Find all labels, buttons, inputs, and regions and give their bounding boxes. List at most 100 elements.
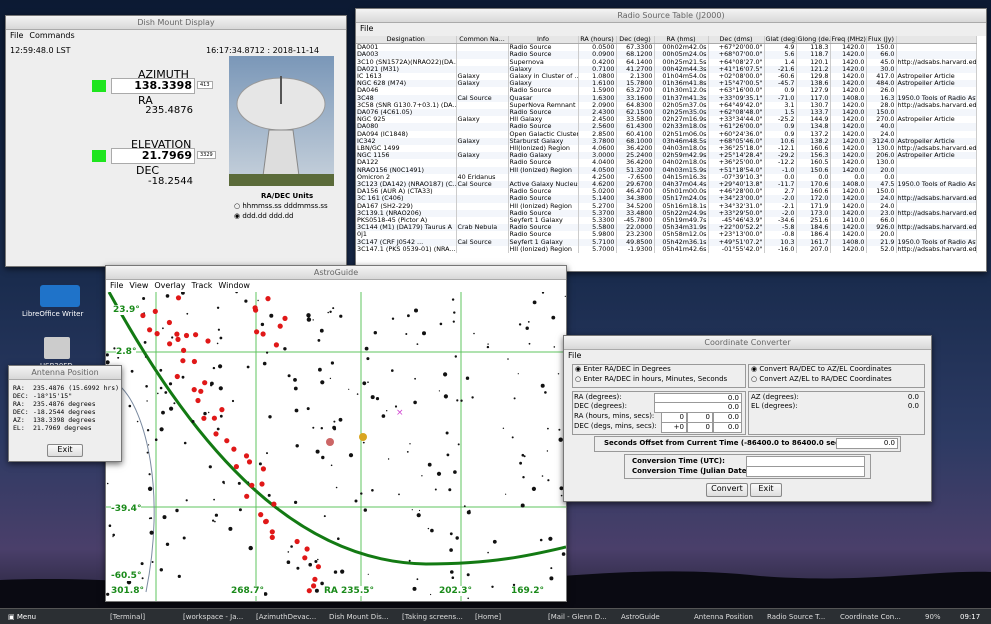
option-label[interactable]: Enter RA/DEC in hours, Minutes, Seconds [583,375,728,383]
column-header[interactable]: Flux (Jy) [866,36,897,45]
degs-field[interactable]: +0 [661,422,687,433]
task-button[interactable]: Radio Source T... [767,613,826,621]
option-label[interactable]: Convert RA/DEC to AZ/EL Coordinates [759,365,892,373]
table-row[interactable]: 3C48 Cal Source Quasar 1.6300 33.1600 01h37m4… [356,94,977,102]
option-label[interactable]: hhmmss.ss dddmmss.ss [242,202,328,210]
column-header[interactable]: Glat (deg) [764,36,797,45]
table-row[interactable]: 3C144 (M1) (DA179) Taurus A Crab Nebula Ra… [356,224,977,232]
table-row[interactable]: DA001 Radio Source 0.0500 67.3300 00h02m42.0… [356,43,977,52]
cell: Quasar [508,94,579,102]
table-row[interactable]: DA076 (4C61.05) Radio Source 2.4300 62.1500… [356,109,977,117]
table-row[interactable]: 3C139.1 (NRAO206) Radio Source 5.3700 33.48… [356,209,977,218]
column-header[interactable]: RA (hours) [578,36,617,45]
star [248,545,253,551]
table-row[interactable]: 3C 161 (C406) Radio Source 5.1400 34.3800 05… [356,195,977,203]
task-button[interactable]: Dish Mount Dis... [329,613,389,621]
convert-button[interactable]: Convert [706,483,748,497]
table-row[interactable]: NGC 1156 Galaxy Radio Galaxy 3.0000 25.2400 0… [356,152,977,160]
star [191,420,195,423]
option-label[interactable]: Convert AZ/EL to RA/DEC Coordinates [759,375,892,383]
task-button[interactable]: Antenna Position [694,613,753,621]
table-row[interactable]: 3C58 (SNR G130.7+03.1) (DA... SuperNova R… [356,101,977,110]
task-button[interactable]: [AzimuthDevac... [256,613,317,621]
menu-bar: File Commands [6,30,346,43]
cell: 127.9 [796,87,831,95]
task-button[interactable]: [workspace - Ja... [183,613,244,621]
menu[interactable]: View [129,281,149,290]
table-row[interactable]: IC342 Galaxy Starburst Galaxy 3.7800 68.1000… [356,137,977,146]
table-row[interactable]: 3C10 (SN1572A)(NRAO22)(DA... Supernova 0.4… [356,58,977,66]
offset-field[interactable]: 0.0 [836,438,898,449]
menu[interactable]: File [360,24,374,33]
usb-icon[interactable] [44,337,70,359]
star [314,588,319,593]
secs-field[interactable]: 0.0 [713,422,742,433]
exit-button[interactable]: Exit [750,483,782,497]
column-header[interactable]: Glong (de... [796,36,831,45]
radio-option[interactable]: ○ hhmmss.ss dddmmss.ss [234,202,328,210]
table-row[interactable]: DA003 Radio Source 0.0900 68.1200 00h05m24.0… [356,51,977,59]
option-label[interactable]: ddd.dd ddd.dd [242,212,294,220]
table-row[interactable]: DA021 (M31) Galaxy 0.7100 41.2700 00h42m44.3… [356,65,977,74]
menu[interactable]: Commands [29,31,75,40]
column-header[interactable]: RA (hms) [654,36,709,45]
menu[interactable]: Track [191,281,213,290]
table-row[interactable]: NGC 925 Galaxy HII Galaxy 2.4500 33.5800 02h2… [356,116,977,124]
task-button[interactable]: [Mail - Glenn D... [548,613,607,621]
menu[interactable]: Overlay [154,281,186,290]
menu-label[interactable]: Menu [16,613,37,621]
table-row[interactable]: 0j1 Radio Source 5.9800 23.2300 05h58m12.0s +… [356,231,977,239]
menu[interactable]: File [10,31,24,40]
column-header[interactable]: Info [508,36,579,45]
table-row[interactable]: DA122 Radio Source 4.0400 36.4200 04h02m18.0… [356,159,977,167]
mins-field[interactable]: 0 [687,422,713,433]
column-header[interactable]: Freq (MHz) [830,36,867,45]
table-row[interactable]: NGC 628 (M74) Galaxy Galaxy 1.6100 15.7800 01… [356,80,977,88]
radio-option[interactable]: ○ Convert AZ/EL to RA/DEC Coordinates [751,375,892,383]
column-header[interactable]: Common Na... [456,36,509,45]
cell: 2.5600 [578,123,617,131]
radio-option[interactable]: ◉ ddd.dd ddd.dd [234,212,294,220]
cell: 5.0200 [578,188,617,196]
menu[interactable]: File [110,281,124,290]
table-row[interactable]: 3C147 (CRF J0542 ... Cal Source Seyfert 1 … [356,238,977,246]
menu[interactable]: Window [218,281,250,290]
icon-label[interactable]: LibreOffice Writer [22,310,84,318]
star [146,429,150,432]
table-row[interactable]: DA046 Radio Source 1.5900 63.2700 01h30m12.0… [356,87,977,95]
table-row[interactable]: DA080 Radio Source 2.5600 61.4300 02h33m18.0… [356,123,977,131]
table-row[interactable]: 3C123 (DA142) (NRAO187) (C... Cal Source A… [356,181,977,189]
table-row[interactable]: NRAO156 (N0C1491) HII (Ionized) Region 4.0… [356,166,977,174]
star [422,331,426,336]
table-row[interactable]: PKS0518-45 (Pictor A) Seyfert 1 Galaxy 5.3… [356,217,977,225]
menu-button[interactable]: ▣ Menu [8,613,37,621]
table-row[interactable]: LBN/GC 1499 HII(Ionized) Region 4.0600 36.4… [356,145,977,153]
exit-button[interactable]: Exit [47,444,83,457]
task-button[interactable]: [Taking screens... [402,613,463,621]
table-row[interactable]: DA156 (AUR A) (CTA33) Radio Source 5.0200 4… [356,188,977,196]
radio-option[interactable]: ◉ Convert RA/DEC to AZ/EL Coordinates [751,365,892,373]
input-box [572,391,746,435]
task-button[interactable]: AstroGuide [621,613,660,621]
cell: +49°51'07.2" [708,238,765,246]
option-label[interactable]: Enter RA/DEC in Degrees [583,365,671,373]
column-header[interactable]: Dec (dms) [708,36,765,45]
radio-option[interactable]: ◉ Enter RA/DEC in Degrees [575,365,671,373]
writer-icon[interactable] [40,285,80,307]
table-row[interactable]: IC 1613 Galaxy Galaxy in Cluster of ... 1.0… [356,73,977,81]
star [466,573,470,577]
cell: +15°47'00.5" [708,80,765,88]
task-button[interactable]: Coordinate Con... [840,613,901,621]
table-row[interactable]: Omicron 2 40 Eridanus 4.2500 -7.6500 04h15m1… [356,173,977,182]
table-row[interactable]: DA094 (IC1848) Open Galactic Cluster 2.850… [356,130,977,138]
task-button[interactable]: [Terminal] [110,613,146,621]
menu[interactable]: File [568,351,582,360]
column-header[interactable]: Designation [356,36,457,45]
cell: 1420.0 [830,209,867,218]
task-button[interactable]: [Home] [475,613,502,621]
table-row[interactable]: DA167 (SH2-229) HII (Ionized) Region 5.270… [356,202,977,210]
table-row[interactable]: 3C147.1 (PKS 0539-01) (NRA... HII (Ionize… [356,245,977,254]
star [523,455,526,458]
column-header[interactable]: Dec (deg) [616,36,655,45]
radio-option[interactable]: ○ Enter RA/DEC in hours, Minutes, Second… [575,375,728,383]
